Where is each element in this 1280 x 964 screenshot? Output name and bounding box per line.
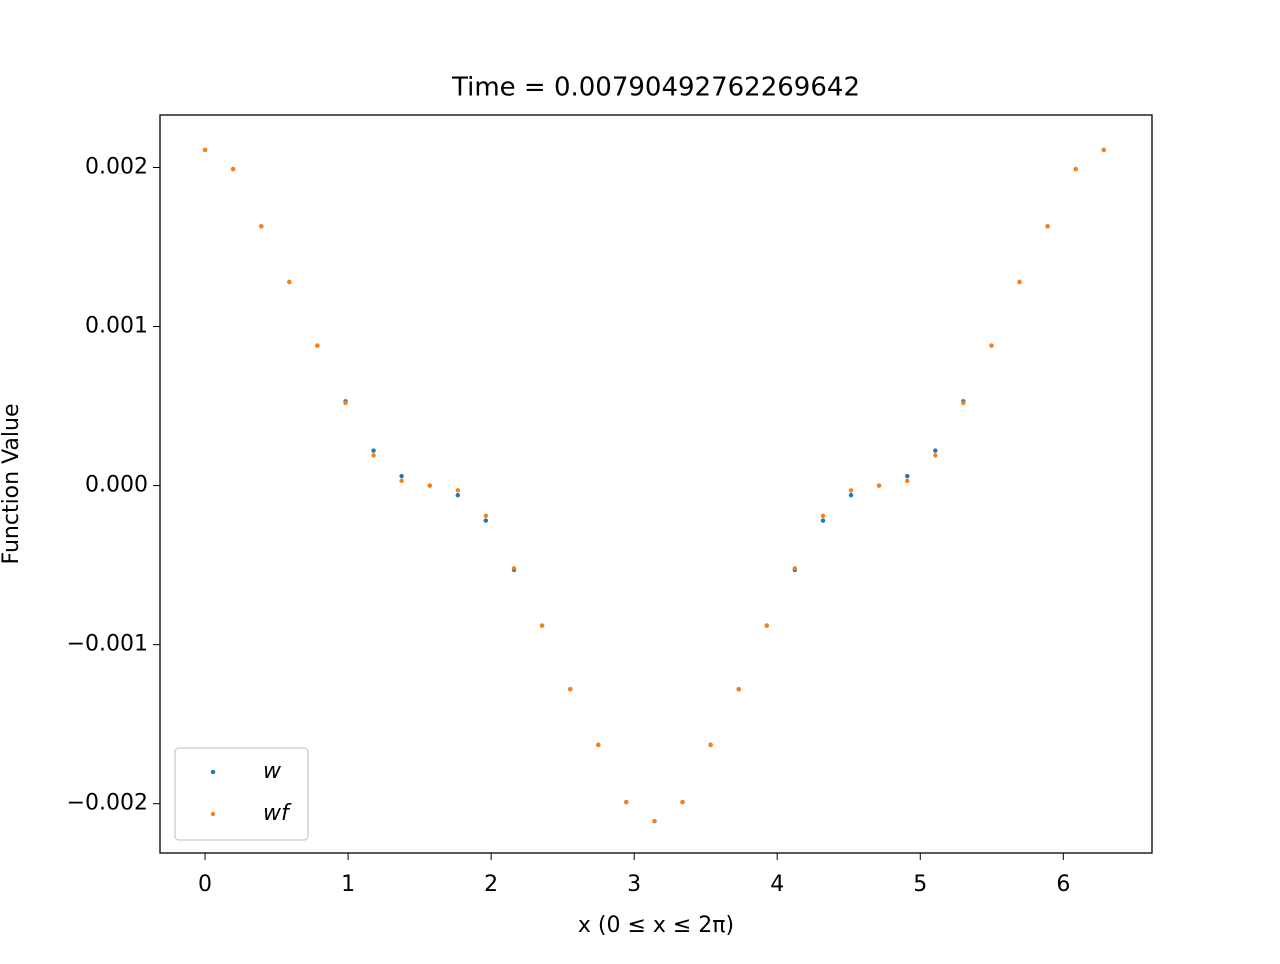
data-point xyxy=(989,343,994,348)
data-point xyxy=(315,343,320,348)
data-point xyxy=(933,448,938,453)
data-point xyxy=(511,566,517,571)
plot-frame xyxy=(159,114,1153,854)
x-axis-label: x (0 ≤ x ≤ 2π) xyxy=(578,913,734,938)
data-point xyxy=(708,742,713,748)
data-point xyxy=(792,566,798,571)
data-point xyxy=(736,686,741,692)
data-point xyxy=(933,453,938,458)
legend-marker xyxy=(210,769,216,775)
data-point xyxy=(624,799,629,805)
data-point xyxy=(961,400,966,406)
x-tick-label: 0 xyxy=(198,872,212,897)
data-point xyxy=(455,488,461,493)
data-point xyxy=(371,448,376,453)
data-point xyxy=(230,166,236,172)
data-point xyxy=(1017,279,1022,285)
data-point xyxy=(202,147,208,153)
y-tick-label: −0.001 xyxy=(67,632,148,657)
data-point xyxy=(371,453,376,458)
data-point xyxy=(1073,166,1078,172)
data-point xyxy=(848,492,854,498)
data-point xyxy=(764,623,769,628)
data-point xyxy=(1101,147,1106,153)
x-tick-label: 4 xyxy=(770,872,784,897)
data-point xyxy=(483,518,489,523)
y-tick-label: −0.002 xyxy=(67,791,148,816)
legend-box xyxy=(174,747,309,841)
data-point xyxy=(596,742,601,748)
data-point xyxy=(427,483,432,488)
data-point xyxy=(820,518,826,523)
data-point xyxy=(483,513,489,519)
legend-label: w xyxy=(263,759,282,784)
legend-marker xyxy=(210,811,216,817)
legend-label: wf xyxy=(263,801,292,826)
data-point xyxy=(905,478,910,484)
y-tick-label: 0.000 xyxy=(85,473,148,498)
data-point xyxy=(539,623,545,628)
x-tick-label: 5 xyxy=(913,872,927,897)
data-point xyxy=(848,488,854,493)
y-tick-label: 0.002 xyxy=(85,154,148,179)
data-point xyxy=(287,279,292,285)
data-point xyxy=(652,818,657,824)
chart-title: Time = 0.00790492762269642 xyxy=(451,73,860,103)
data-point xyxy=(820,513,826,519)
data-point xyxy=(399,473,404,479)
data-point xyxy=(1045,224,1050,229)
data-point xyxy=(259,224,264,229)
data-point xyxy=(399,478,404,484)
x-tick-label: 2 xyxy=(484,872,498,897)
data-point xyxy=(343,400,348,406)
data-point xyxy=(568,686,573,692)
x-tick-label: 1 xyxy=(341,872,355,897)
data-point xyxy=(905,473,910,479)
x-tick-label: 6 xyxy=(1056,872,1070,897)
data-point xyxy=(680,799,685,805)
data-point xyxy=(455,492,461,498)
y-tick-label: 0.001 xyxy=(85,314,148,339)
x-tick-label: 3 xyxy=(627,872,641,897)
data-point xyxy=(876,483,882,488)
y-axis-label: Function Value xyxy=(0,404,24,565)
